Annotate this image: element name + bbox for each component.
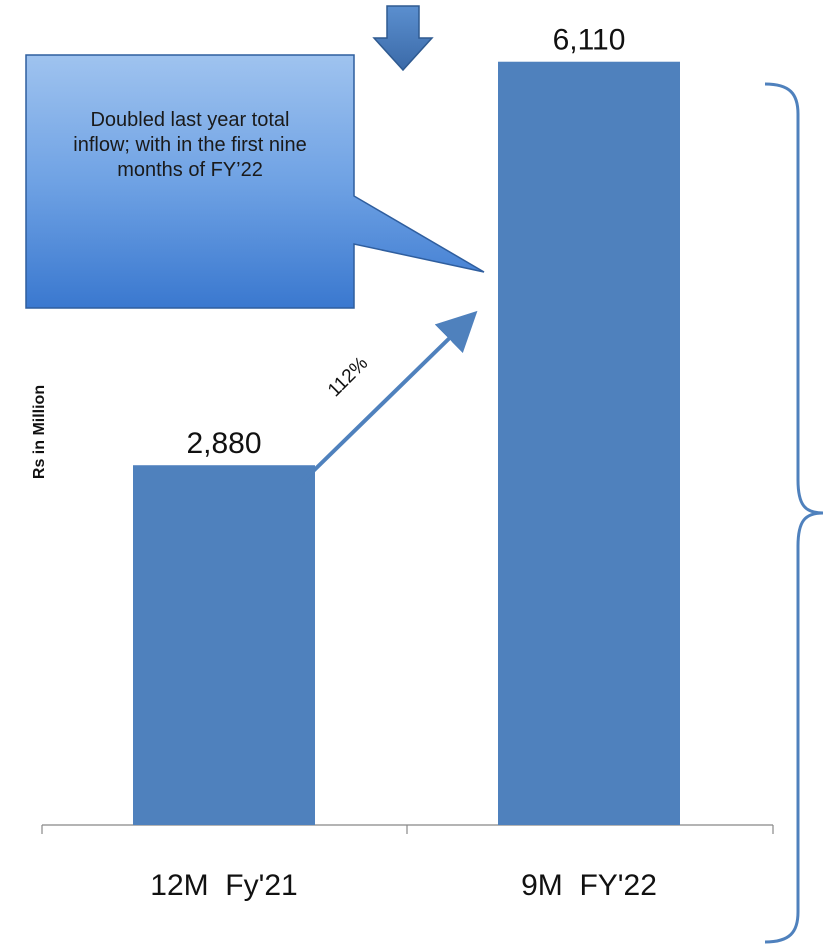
- bar-9m-fy22: [498, 61, 680, 826]
- callout-box: [25, 54, 485, 309]
- bar-value-label-9m-fy22: 6,110: [553, 24, 626, 57]
- right-brace: [764, 82, 824, 944]
- down-arrow-icon: [372, 5, 434, 72]
- x-tick-label-9m-fy22: 9M FY'22: [521, 869, 657, 902]
- bar-12m-fy21: [133, 465, 315, 825]
- callout-text: Doubled last year total inflow; with in …: [73, 109, 307, 181]
- growth-arrow: [298, 310, 478, 486]
- bar-value-label-12m-fy21: 2,880: [186, 427, 261, 460]
- x-tick-label-12m-fy21: 12M Fy'21: [150, 869, 297, 902]
- y-axis-label: Rs in Million: [31, 385, 48, 479]
- growth-percent-label: 112%: [324, 353, 372, 401]
